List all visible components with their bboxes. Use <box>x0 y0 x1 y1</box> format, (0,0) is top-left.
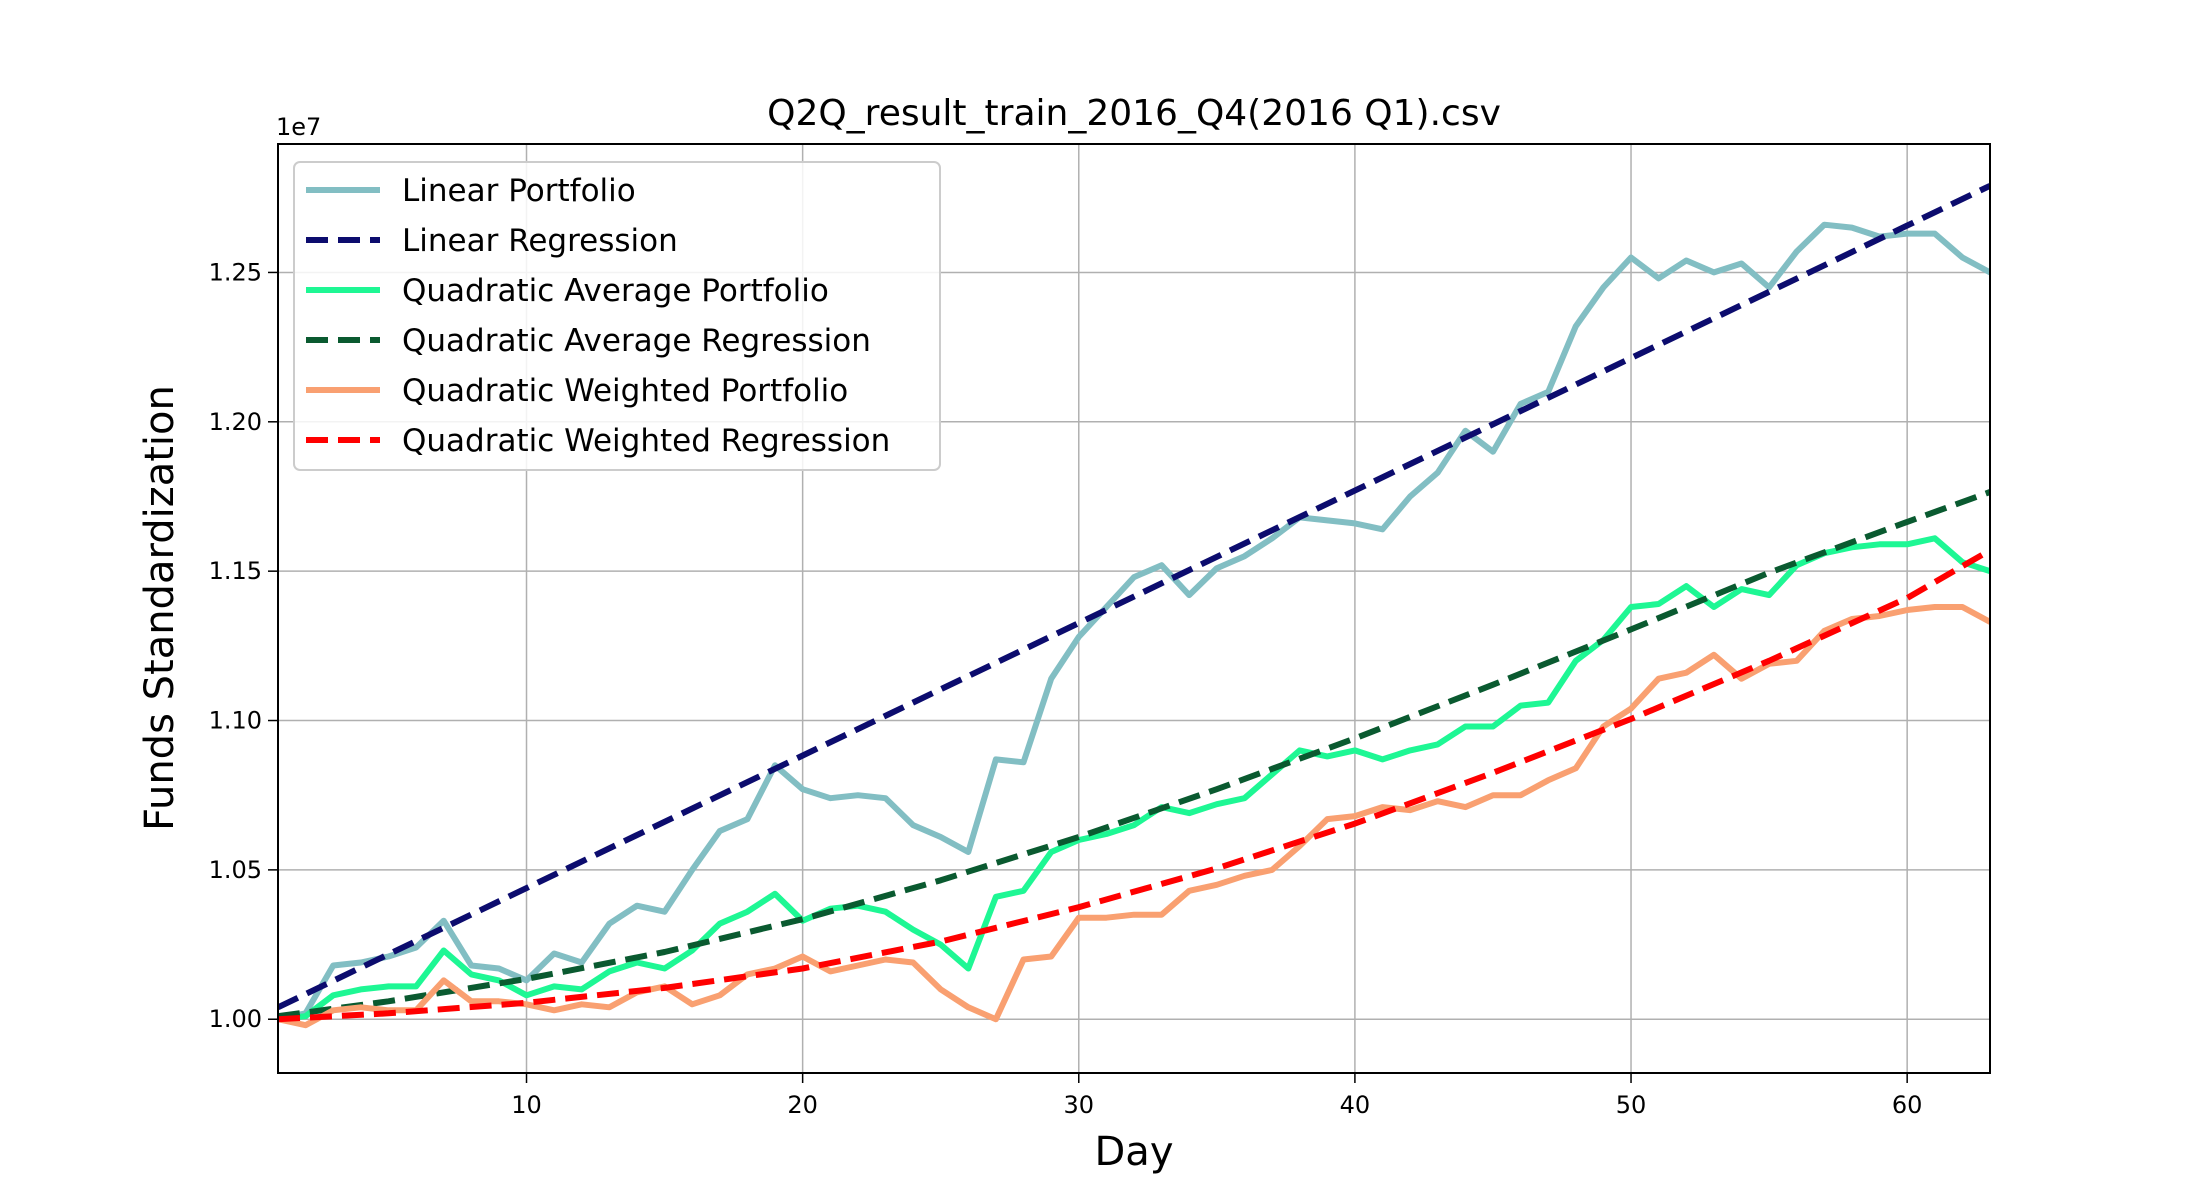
x-tick-label: 30 <box>1064 1091 1095 1119</box>
y-axis-label: Funds Standardization <box>137 385 183 831</box>
y-tick-label: 1.20 <box>209 408 262 436</box>
legend-label-quadratic-weighted-portfolio: Quadratic Weighted Portfolio <box>402 373 848 409</box>
x-tick-label: 50 <box>1616 1091 1647 1119</box>
series-layer <box>278 183 1990 1029</box>
legend-label-quadratic-average-regression: Quadratic Average Regression <box>402 323 871 359</box>
y-tick-label: 1.00 <box>209 1005 262 1033</box>
series-line-linear-regression <box>278 183 1990 1011</box>
series-line-quadratic-average-regression <box>278 489 1990 1020</box>
series-group <box>278 183 1990 1029</box>
series-line-quadratic-average-portfolio <box>278 535 1990 1023</box>
legend-label-linear-portfolio: Linear Portfolio <box>402 173 636 209</box>
x-tick-label: 40 <box>1340 1091 1371 1119</box>
legend: Linear Portfolio Linear Regression Quadrat… <box>293 161 941 471</box>
grid <box>278 144 1990 1073</box>
legend-box <box>293 161 941 471</box>
y-tick-label: 1.15 <box>209 557 262 585</box>
x-axis-label: Day <box>1095 1129 1174 1175</box>
x-tick-label: 10 <box>511 1091 542 1119</box>
series-line-quadratic-weighted-portfolio <box>278 604 1990 1029</box>
x-tick-label: 60 <box>1892 1091 1923 1119</box>
y-tick-label: 1.10 <box>209 707 262 735</box>
y-tick-label: 1.25 <box>209 258 262 286</box>
y-axis-offset-label: 1e7 <box>276 113 321 141</box>
y-tick-label: 1.05 <box>209 856 262 884</box>
series-line-quadratic-weighted-regression <box>278 547 1990 1023</box>
x-tick-label: 20 <box>787 1091 818 1119</box>
legend-label-linear-regression: Linear Regression <box>402 223 678 259</box>
ticks: 10 20 30 40 50 60 1.00 1.05 1.10 1.15 1.20 1.25 <box>209 258 1923 1119</box>
chart-title: Q2Q_result_train_2016_Q4(2016 Q1).csv <box>767 93 1501 134</box>
series-line-linear-portfolio <box>278 221 1990 1023</box>
legend-label-quadratic-average-portfolio: Quadratic Average Portfolio <box>402 273 829 309</box>
legend-label-quadratic-weighted-regression: Quadratic Weighted Regression <box>402 423 890 459</box>
plot-frame <box>277 143 1991 1074</box>
